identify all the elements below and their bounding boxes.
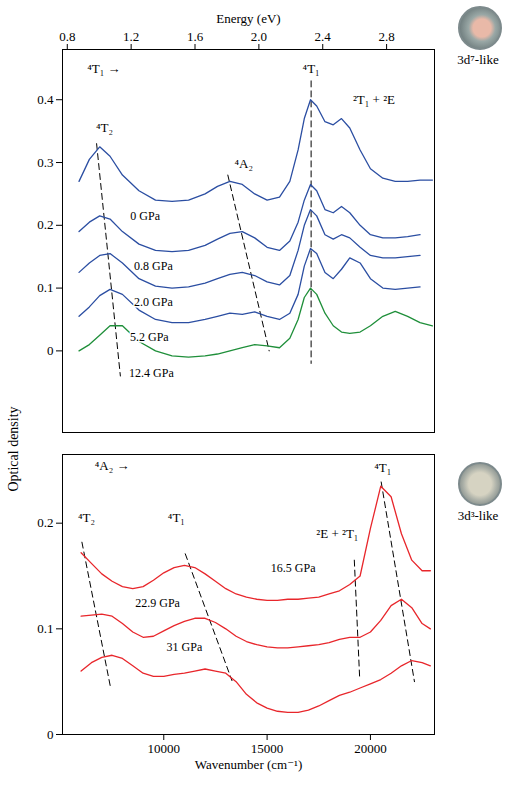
svg-text:0.2: 0.2 — [37, 515, 53, 530]
svg-text:20000: 20000 — [354, 741, 387, 756]
svg-text:0: 0 — [47, 343, 54, 358]
svg-text:0: 0 — [47, 727, 54, 742]
svg-text:16.5 GPa: 16.5 GPa — [271, 561, 316, 575]
html-text:3d³-like: 3d³-like — [457, 508, 499, 523]
svg-text:²E + ²T₁: ²E + ²T₁ — [316, 526, 358, 541]
svg-text:⁴A₂: ⁴A₂ — [235, 156, 253, 171]
svg-text:⁴T₁ →: ⁴T₁ → — [87, 60, 120, 75]
svg-text:0.4: 0.4 — [37, 92, 54, 107]
svg-text:0 GPa: 0 GPa — [130, 209, 160, 223]
svg-text:⁴A₂ →: ⁴A₂ → — [95, 458, 130, 473]
svg-text:⁴T₂: ⁴T₂ — [78, 510, 95, 525]
svg-text:⁴T₂: ⁴T₂ — [96, 120, 113, 135]
svg-text:22.9 GPa: 22.9 GPa — [135, 596, 180, 610]
svg-text:0.3: 0.3 — [37, 155, 53, 170]
svg-text:31 GPa: 31 GPa — [167, 640, 203, 654]
svg-text:⁴T₁: ⁴T₁ — [168, 510, 185, 525]
svg-text:0.8: 0.8 — [59, 29, 75, 44]
html-text:3d⁷-like: 3d⁷-like — [457, 52, 499, 67]
svg-text:10000: 10000 — [148, 741, 181, 756]
svg-text:Energy (eV): Energy (eV) — [216, 11, 280, 26]
svg-text:0.2: 0.2 — [37, 217, 53, 232]
svg-text:1.2: 1.2 — [123, 29, 139, 44]
svg-text:0.1: 0.1 — [37, 280, 53, 295]
svg-text:²T₁ + ²E: ²T₁ + ²E — [353, 92, 395, 107]
svg-text:Wavenumber (cm⁻¹): Wavenumber (cm⁻¹) — [195, 757, 303, 772]
svg-text:2.0: 2.0 — [251, 29, 267, 44]
svg-text:⁴T₁: ⁴T₁ — [374, 460, 391, 475]
svg-text:2.8: 2.8 — [378, 29, 394, 44]
svg-text:⁴T₁: ⁴T₁ — [303, 60, 320, 75]
html-text:Optical density: Optical density — [6, 406, 21, 492]
svg-text:2.0 GPa: 2.0 GPa — [134, 295, 173, 309]
svg-text:1.6: 1.6 — [187, 29, 204, 44]
svg-text:15000: 15000 — [251, 741, 284, 756]
svg-text:2.4: 2.4 — [315, 29, 332, 44]
svg-text:12.4 GPa: 12.4 GPa — [129, 366, 174, 380]
svg-text:0.1: 0.1 — [37, 621, 53, 636]
svg-text:0.8 GPa: 0.8 GPa — [134, 259, 173, 273]
svg-text:5.2 GPa: 5.2 GPa — [130, 330, 169, 344]
